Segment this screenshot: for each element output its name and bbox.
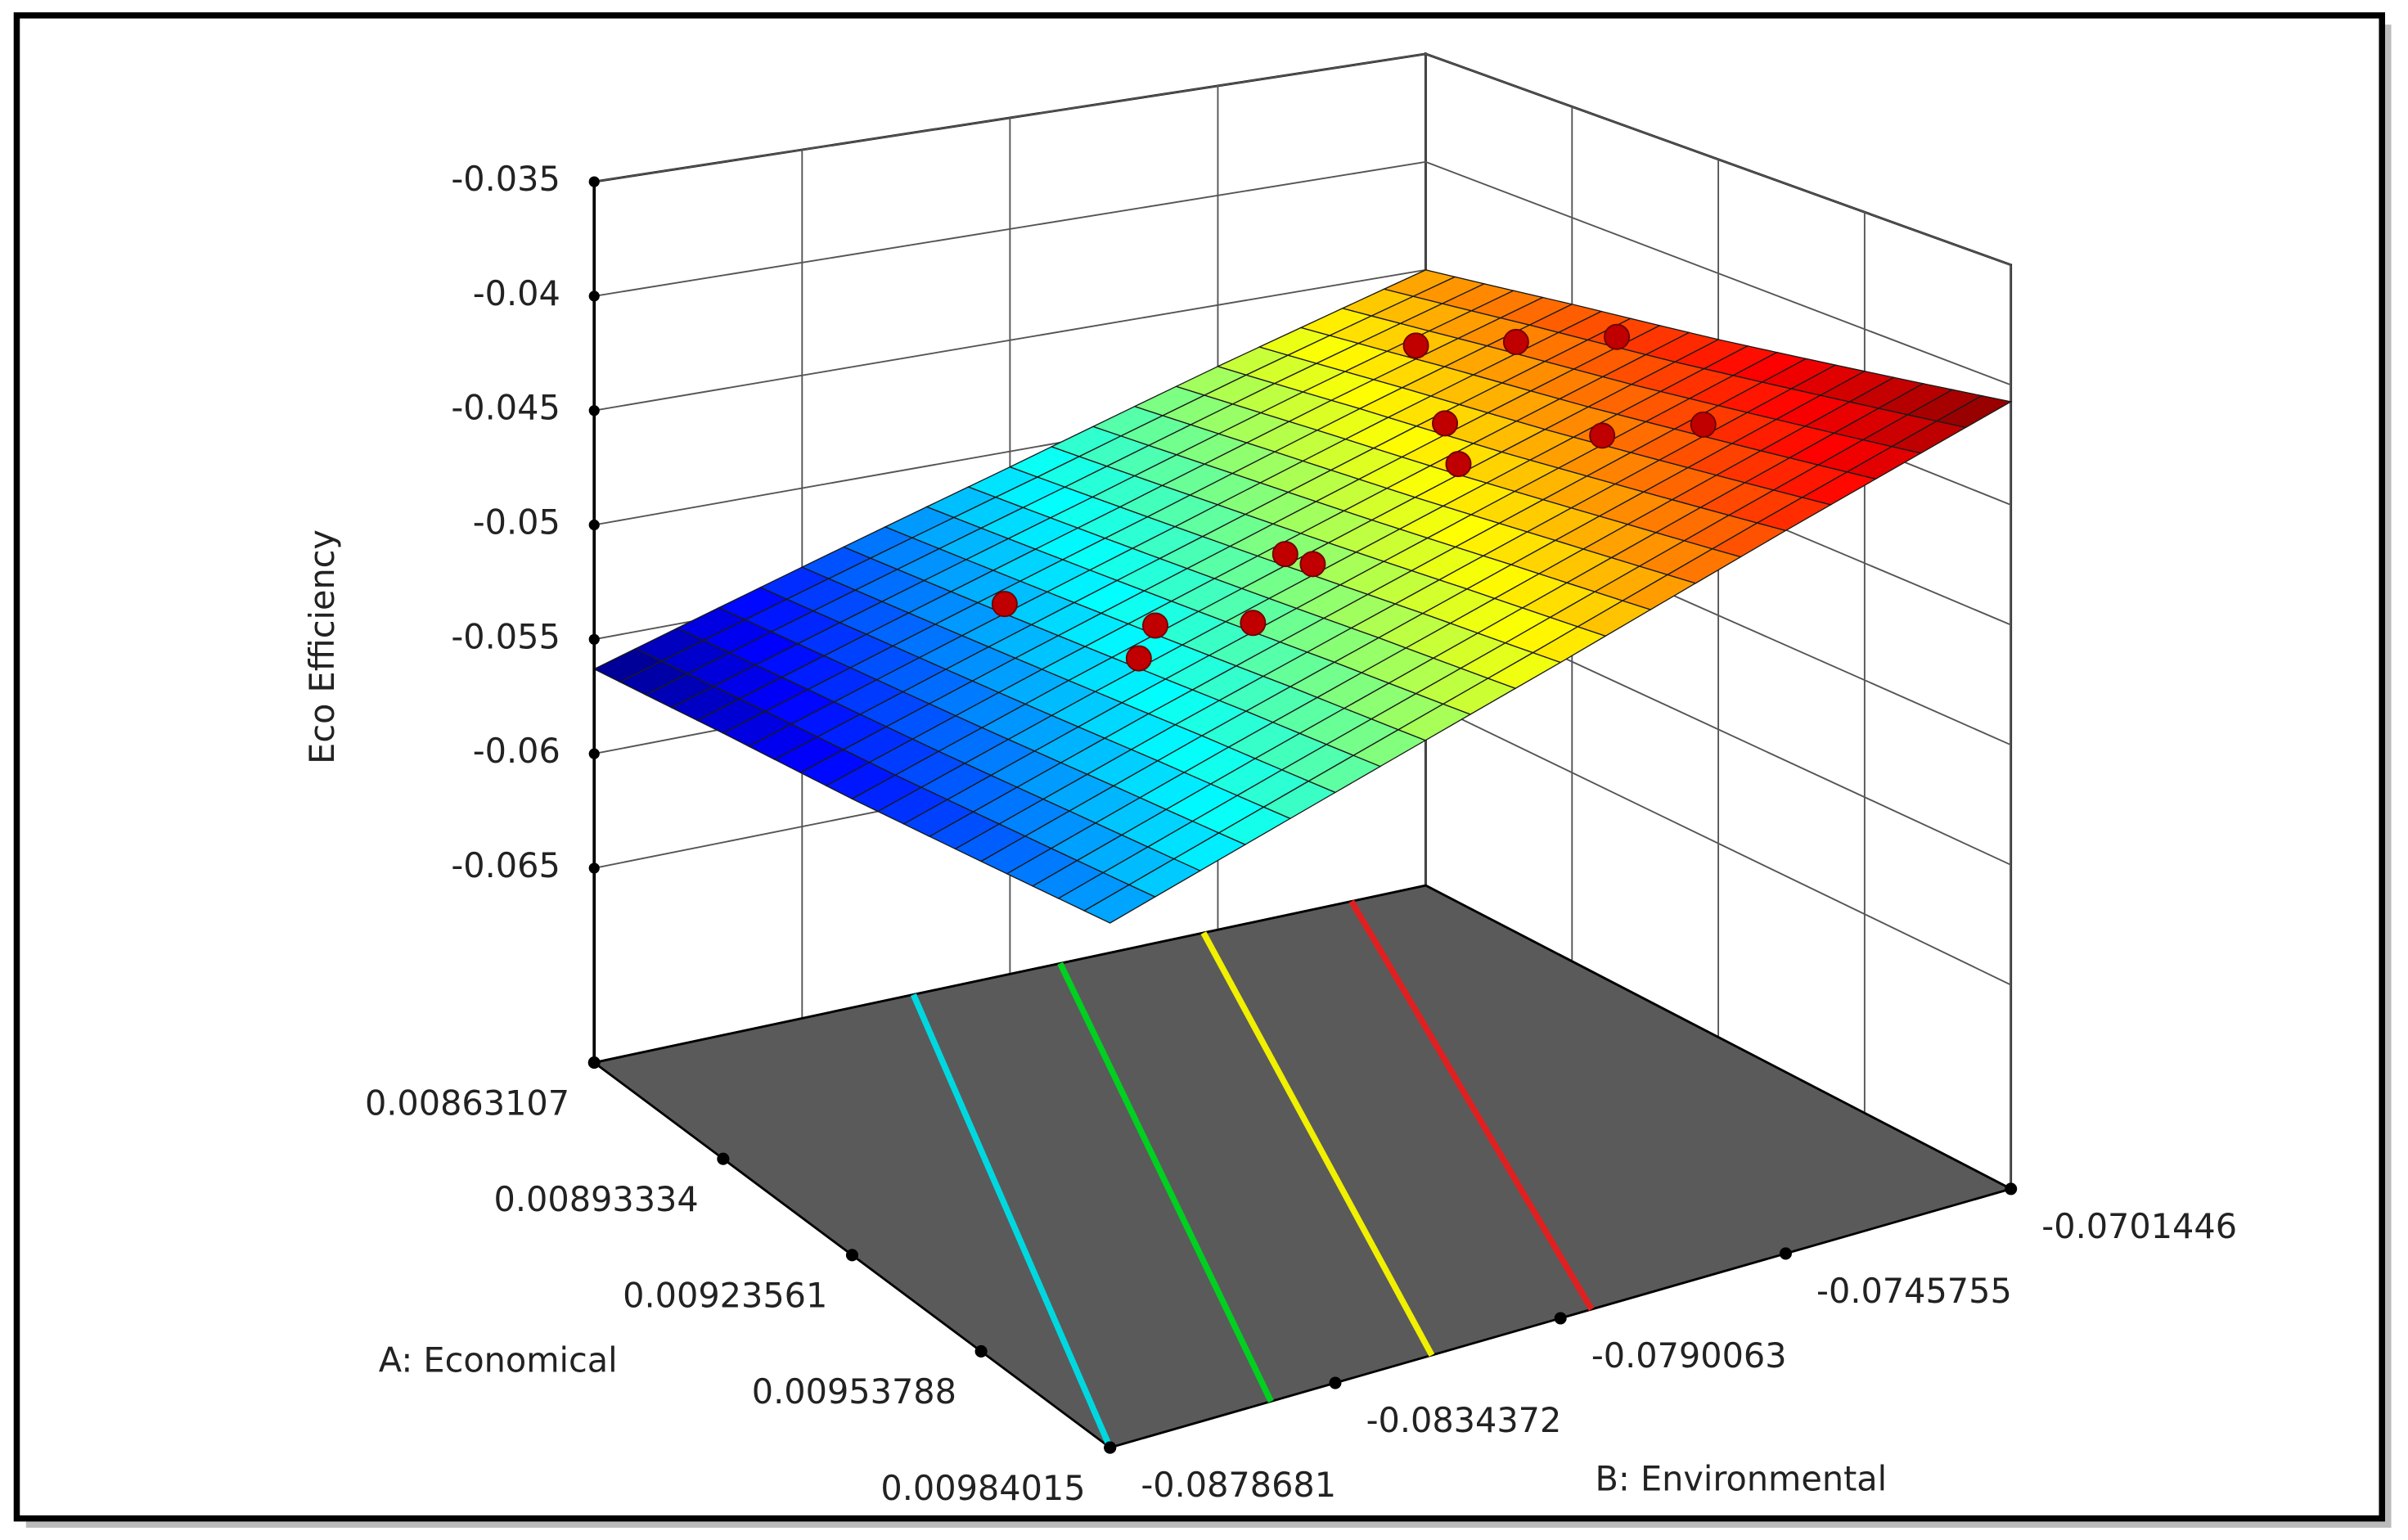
y-tick-label: -0.0745755 xyxy=(1816,1272,2012,1311)
design-point xyxy=(1141,612,1168,639)
z-tick-label: -0.065 xyxy=(451,846,560,885)
floor xyxy=(591,884,2014,1449)
z-axis-title: Eco Efficiency xyxy=(303,529,342,764)
x-tick-label: 0.00984015 xyxy=(880,1469,1085,1508)
x-tick xyxy=(974,1344,988,1358)
y-tick-label: -0.0834372 xyxy=(1366,1401,1562,1440)
z-tick-label: -0.035 xyxy=(451,160,560,199)
z-tick xyxy=(588,748,600,759)
x-tick-label: 0.00893334 xyxy=(494,1180,699,1219)
x-tick-label: 0.00953788 xyxy=(752,1372,956,1412)
design-point xyxy=(1402,332,1429,359)
z-tick xyxy=(588,176,600,187)
design-point xyxy=(1125,645,1152,672)
y-tick xyxy=(1779,1247,1792,1260)
design-point xyxy=(991,591,1018,618)
contour-line xyxy=(1348,899,1595,1311)
x-tick-label: 0.00863107 xyxy=(365,1083,569,1123)
z-tick-label: -0.05 xyxy=(473,502,560,542)
x-tick xyxy=(845,1249,858,1262)
y-tick xyxy=(1104,1441,1117,1454)
y-tick-label: -0.0878681 xyxy=(1141,1466,1336,1505)
z-tick xyxy=(588,633,600,645)
z-tick-label: -0.055 xyxy=(451,617,560,656)
z-tick-label: -0.045 xyxy=(451,389,560,428)
z-tick xyxy=(588,405,600,417)
y-axis-title: B: Environmental xyxy=(1596,1459,1888,1498)
y-tick xyxy=(2005,1182,2018,1196)
z-tick xyxy=(588,519,600,531)
design-point xyxy=(1240,610,1267,637)
design-point xyxy=(1604,323,1631,350)
z-tick-label: -0.06 xyxy=(473,732,560,771)
design-point xyxy=(1502,328,1529,355)
design-point xyxy=(1589,422,1616,449)
design-point xyxy=(1299,551,1326,578)
x-tick xyxy=(587,1056,601,1069)
z-tick-label: -0.04 xyxy=(473,274,560,313)
surface xyxy=(592,269,2013,924)
contour-line xyxy=(910,993,1114,1449)
x-tick xyxy=(717,1152,730,1165)
axes: -0.035 -0.04 -0.045 -0.05 -0.055 -0.06 -0.065 0… xyxy=(365,160,2237,1508)
y-tick xyxy=(1554,1312,1567,1325)
design-point xyxy=(1432,410,1459,437)
surface-cell xyxy=(1935,394,2013,429)
x-tick-label: 0.00923561 xyxy=(623,1277,827,1316)
y-tick-label: -0.0790063 xyxy=(1591,1336,1787,1376)
z-tick xyxy=(588,862,600,874)
x-axis-title: A: Economical xyxy=(379,1341,618,1380)
design-point xyxy=(1272,541,1299,568)
design-points xyxy=(991,323,1717,672)
contour-line xyxy=(1057,961,1274,1403)
contour-line xyxy=(1200,931,1435,1357)
y-tick xyxy=(1329,1376,1342,1389)
design-point xyxy=(1445,451,1472,478)
z-tick xyxy=(588,290,600,302)
y-tick-label: -0.0701446 xyxy=(2041,1207,2237,1246)
design-point xyxy=(1690,411,1717,438)
